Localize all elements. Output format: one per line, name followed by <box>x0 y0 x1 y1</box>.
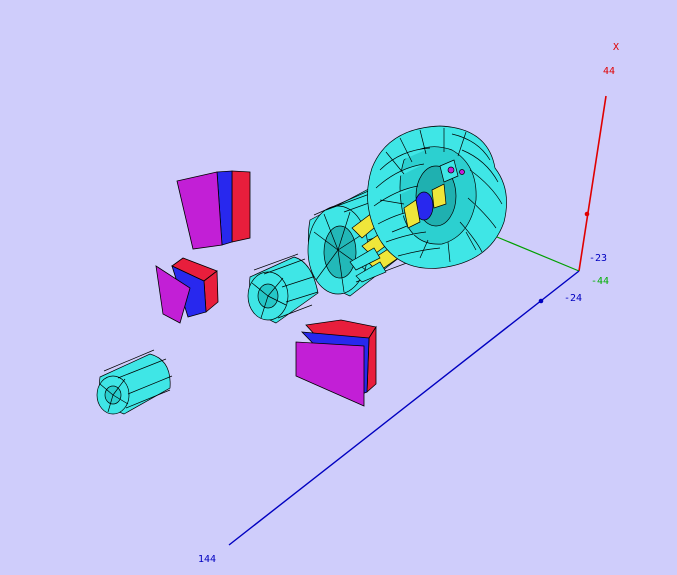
barrel-module-small <box>96 349 173 415</box>
x-axis-marker <box>584 211 590 217</box>
x-axis-name-label: X <box>613 42 620 53</box>
endcap-plate-lower <box>295 319 377 407</box>
z-axis-line <box>228 270 580 546</box>
endcap-plate-middle <box>155 257 219 324</box>
inner-core <box>403 159 465 229</box>
z-axis-min-label: -24 <box>564 293 583 304</box>
endcap-plate-upper <box>176 170 251 250</box>
y-axis-min-label: -44 <box>591 276 610 287</box>
z-axis-mid-label: -23 <box>589 253 608 264</box>
barrel-module-medium <box>247 253 319 324</box>
z-axis-max-label: 144 <box>198 554 217 565</box>
z-axis-marker <box>538 298 544 304</box>
x-axis-line <box>578 95 607 272</box>
x-axis-max-label: 44 <box>603 66 616 77</box>
y-axis-line <box>496 236 580 272</box>
